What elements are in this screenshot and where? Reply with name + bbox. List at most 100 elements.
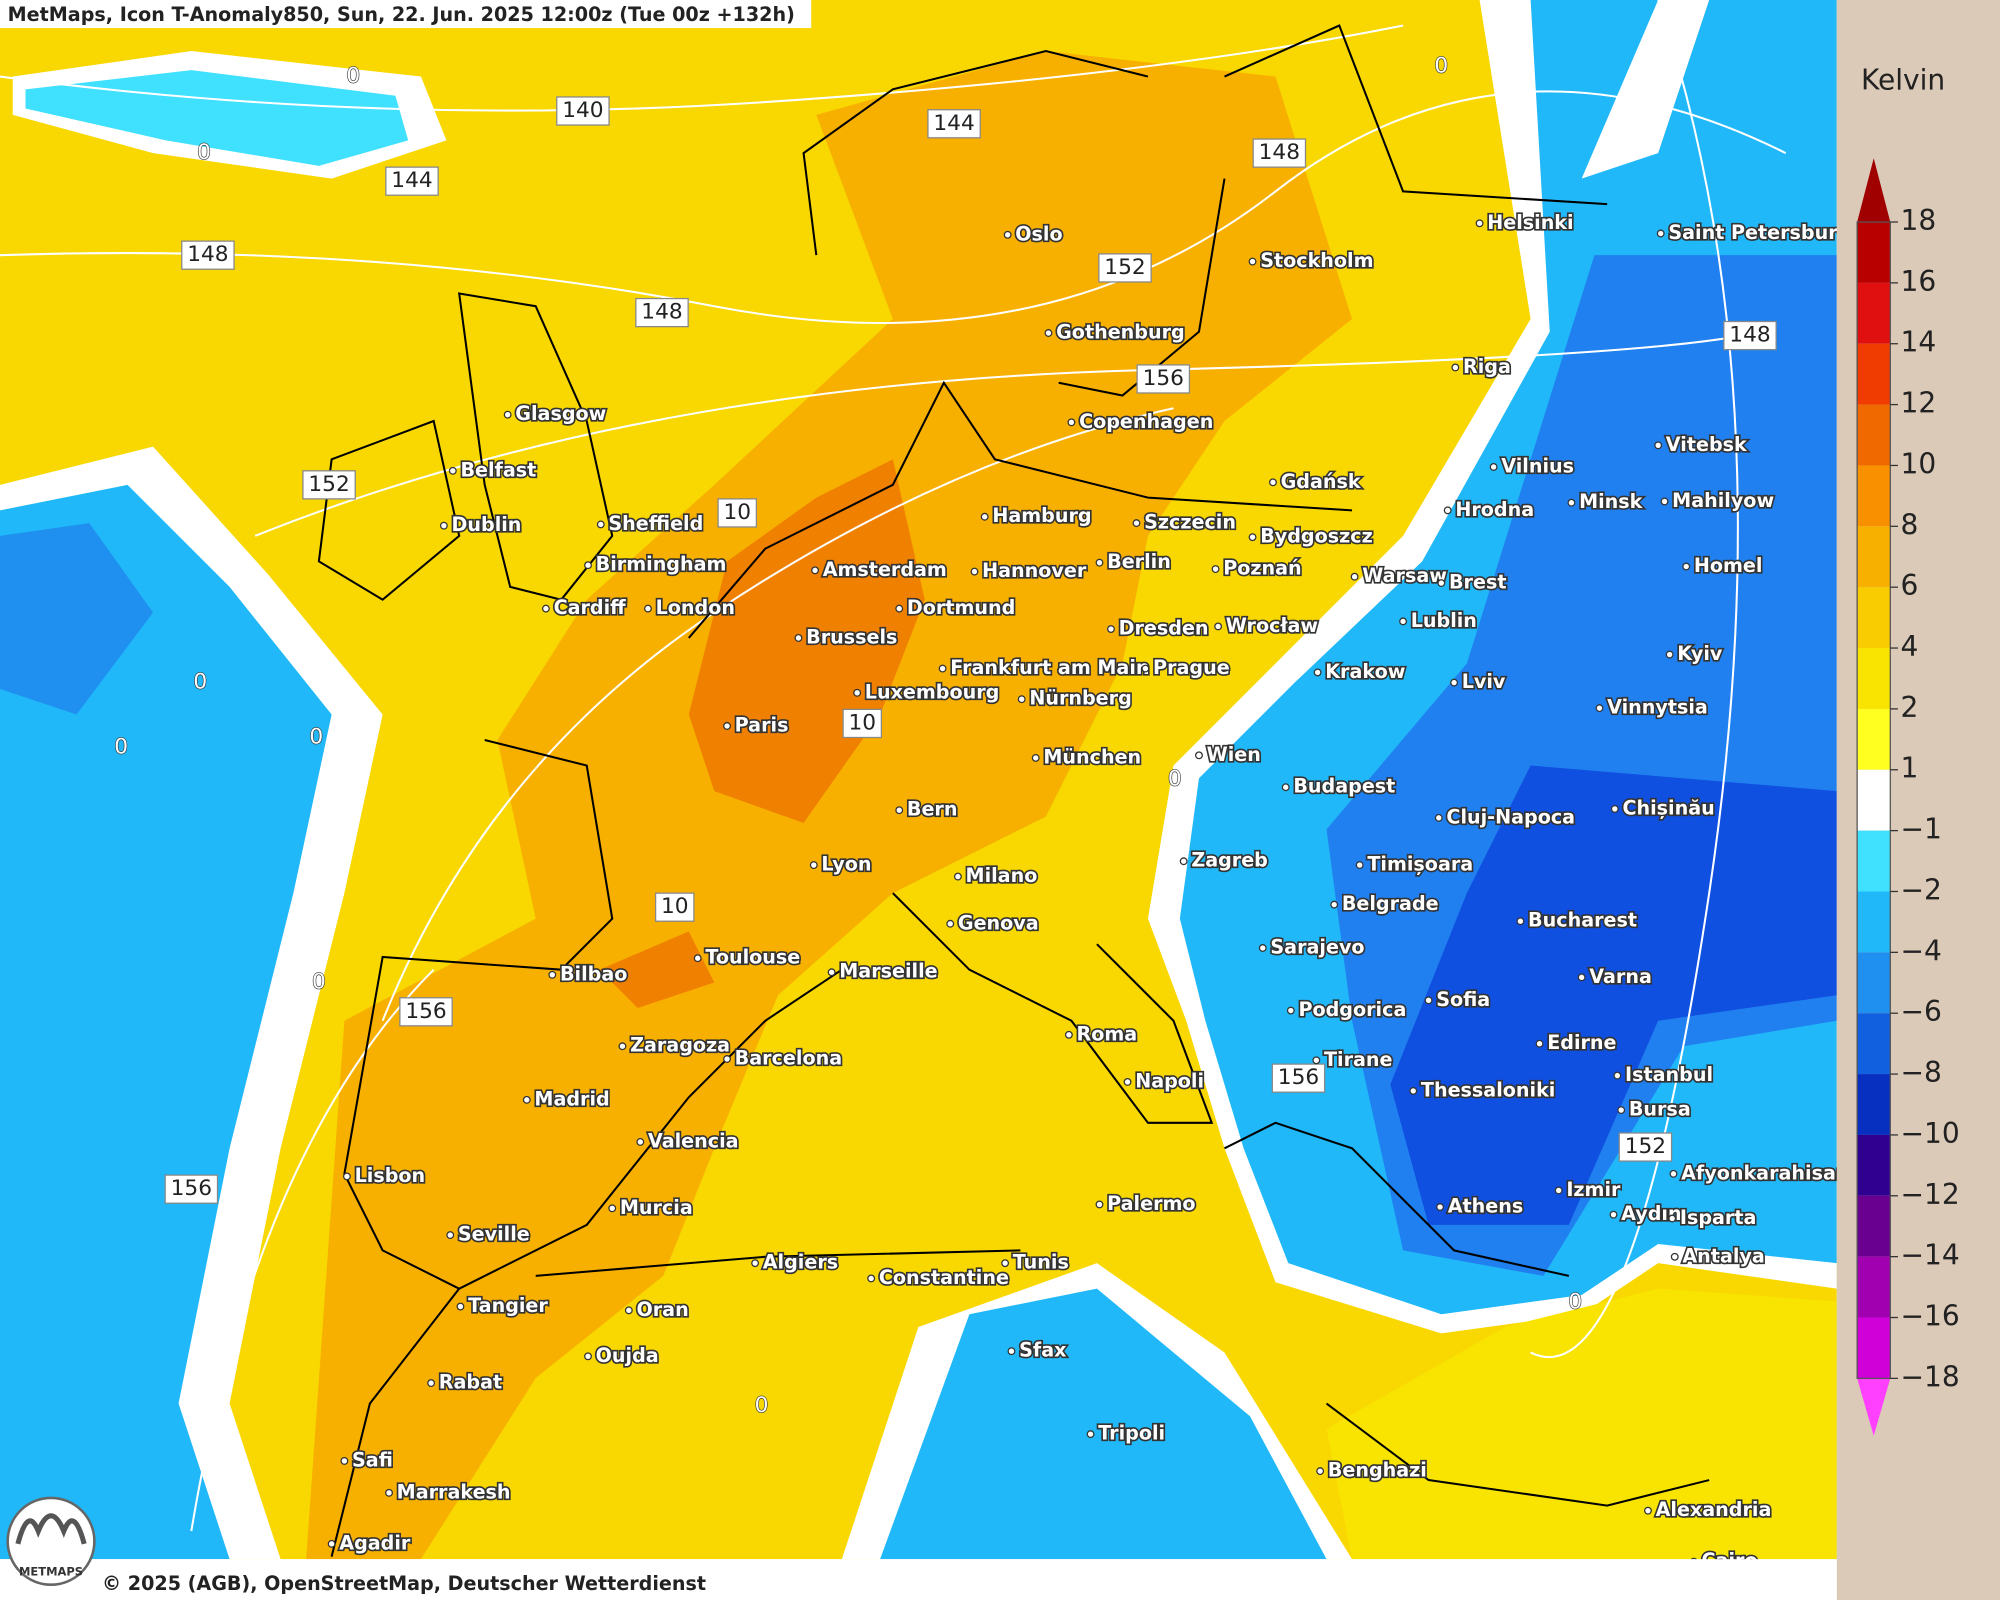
colorbar-tick-label: 1	[1901, 752, 1919, 785]
city-dot	[1141, 664, 1150, 673]
city-dot	[1609, 1210, 1618, 1219]
city-label: Sfax	[1019, 1339, 1067, 1362]
colorbar-tick-label: 10	[1901, 447, 1937, 480]
cold-patch	[25, 70, 409, 166]
contour-label-box	[399, 997, 453, 1027]
city-label: Helsinki	[1487, 211, 1573, 234]
city-dot	[1214, 622, 1223, 631]
city-label: Bursa	[1629, 1098, 1691, 1121]
city-dot	[1443, 506, 1452, 515]
city-dot	[827, 968, 836, 977]
city-label: Sofia	[1436, 988, 1490, 1011]
city-dot	[1211, 565, 1220, 574]
contour-label: 0	[309, 724, 323, 749]
colorbar-tick-label: 12	[1901, 387, 1937, 420]
city-label: Wrocław	[1226, 614, 1318, 637]
colorbar-band	[1857, 1317, 1891, 1379]
contour-label-box	[302, 470, 356, 500]
contour-label-box	[927, 109, 981, 139]
city-label: Gdańsk	[1281, 470, 1362, 493]
city-dot	[1001, 1259, 1010, 1268]
header-title: MetMaps, Icon T-Anomaly850, Sun, 22. Jun…	[8, 3, 795, 26]
city-label: Mahilyow	[1672, 489, 1774, 512]
colorbar-tick-label: −12	[1901, 1178, 1960, 1211]
city-label: Sarajevo	[1270, 936, 1364, 959]
city-label: Copenhagen	[1079, 410, 1213, 433]
city-dot	[1316, 1467, 1325, 1476]
colorbar-tick-label: 8	[1901, 508, 1919, 541]
city-label: Oujda	[596, 1344, 659, 1367]
contour-label: 144	[391, 168, 432, 193]
city-label: Szczecin	[1144, 511, 1236, 534]
city-label: Lviv	[1462, 670, 1506, 693]
city-dot	[1669, 1169, 1678, 1178]
warm-core	[599, 931, 715, 1008]
colorbar-tick-label: 6	[1901, 569, 1919, 602]
city-label: Berlin	[1107, 550, 1171, 573]
city-label: Birmingham	[596, 553, 727, 576]
coastlines	[317, 24, 1710, 1557]
contour-label: 0	[755, 1393, 769, 1418]
contour-label-box	[385, 166, 439, 196]
city-dot	[608, 1204, 617, 1213]
temperature-field	[0, 0, 1837, 1560]
city-dot	[1095, 558, 1104, 567]
city-dot	[1269, 478, 1277, 487]
warm-zone	[1326, 1288, 1837, 1560]
contour-label: 10	[848, 710, 876, 735]
city-label: Gothenburg	[1056, 321, 1185, 344]
colorbar-band	[1857, 769, 1891, 831]
city-dot	[1086, 1430, 1095, 1439]
city-label: Milano	[966, 864, 1038, 887]
city-dot	[446, 1231, 455, 1240]
colorbar-band	[1857, 1195, 1891, 1257]
header-bg	[0, 0, 812, 29]
city-label: Minsk	[1579, 490, 1644, 513]
city-label: Palermo	[1107, 1192, 1195, 1215]
contour-label: 0	[1434, 53, 1448, 78]
contour-line	[0, 24, 1404, 112]
city-label: Zagreb	[1191, 849, 1268, 872]
city-label: Homel	[1694, 554, 1763, 577]
logo-text: METMAPS	[19, 1564, 83, 1578]
city-dot	[1668, 1214, 1677, 1223]
city-label: Constantine	[879, 1266, 1009, 1289]
contour-line	[381, 407, 1174, 1022]
city-label: Stockholm	[1260, 249, 1373, 272]
colorbar-tick-label: −1	[1901, 813, 1942, 846]
contour-label: 148	[1729, 323, 1770, 348]
city-dot	[867, 1274, 876, 1283]
city-label: Roma	[1077, 1022, 1138, 1045]
city-dot	[1670, 1252, 1679, 1261]
city-dot	[427, 1379, 436, 1388]
colorbar-tick-label: −6	[1901, 995, 1942, 1028]
city-dot	[1330, 900, 1339, 909]
city-dot	[1665, 650, 1674, 659]
city-dot	[448, 466, 457, 475]
city-dot	[1179, 857, 1188, 866]
city-dot	[1312, 1056, 1321, 1065]
colorbar-cap	[1857, 158, 1891, 223]
city-label: Brussels	[806, 625, 897, 648]
contour-label: 10	[723, 500, 751, 525]
city-dot	[1017, 695, 1026, 704]
city-label: Hamburg	[992, 504, 1091, 527]
city-label: Belfast	[460, 458, 536, 481]
city-label: Brest	[1449, 571, 1507, 594]
colorbar-band	[1857, 1134, 1891, 1196]
city-label: Bern	[907, 798, 958, 821]
city-dot	[1617, 1106, 1626, 1115]
city-dot	[584, 561, 592, 570]
colorbar-band	[1857, 526, 1891, 588]
city-dot	[584, 1352, 592, 1361]
city-label: Valencia	[648, 1129, 739, 1152]
city-label: Isparta	[1680, 1206, 1757, 1229]
city-label: Paris	[735, 713, 789, 736]
colorbar-tick-label: −8	[1901, 1056, 1942, 1089]
city-label: Varna	[1589, 965, 1652, 988]
city-label: Wien	[1207, 743, 1261, 766]
city-dot	[1399, 617, 1408, 626]
colorbar-band	[1857, 587, 1891, 649]
city-label: Sheffield	[608, 512, 703, 535]
